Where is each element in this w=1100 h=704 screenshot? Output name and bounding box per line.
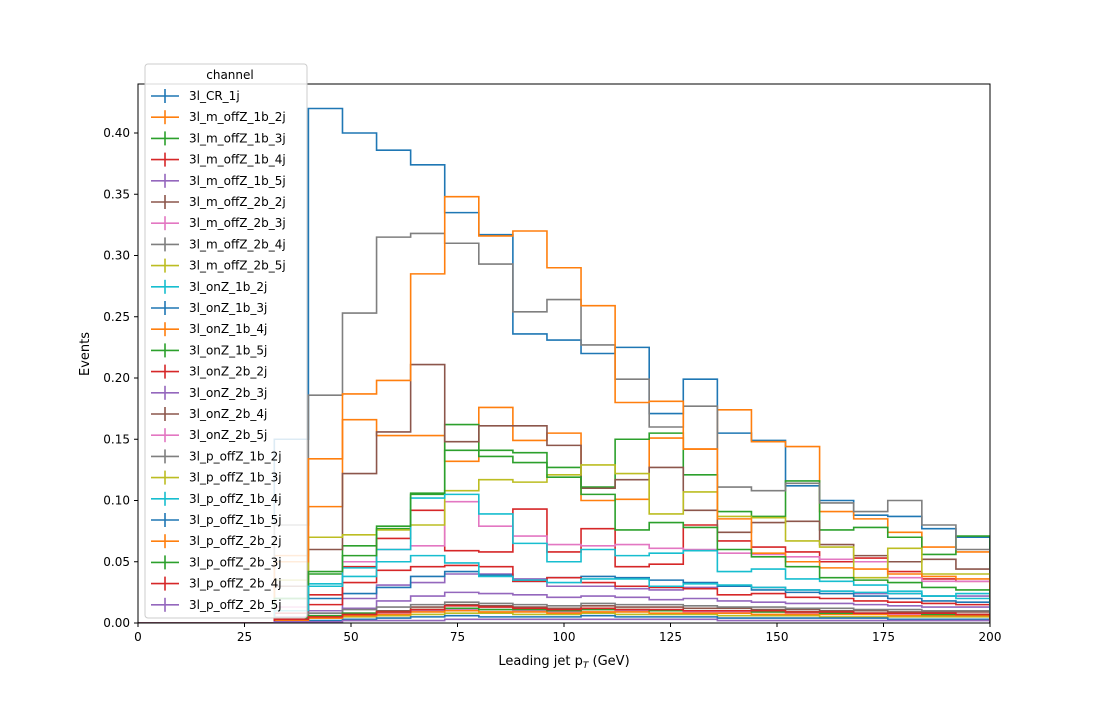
legend-label: 3l_m_offZ_2b_3j	[189, 216, 286, 230]
legend-item: 3l_m_offZ_2b_4j	[151, 237, 286, 252]
legend-label: 3l_m_offZ_1b_5j	[189, 174, 286, 188]
y-axis: 0.00 0.05 0.10 0.15 0.20 0.25 0.30 0.35 0.40	[103, 126, 138, 630]
legend-label: 3l_onZ_1b_3j	[189, 301, 267, 315]
series-3l_p_offZ_2b_5j	[138, 618, 990, 623]
legend-item: 3l_p_offZ_2b_3j	[151, 555, 282, 570]
legend-item: 3l_onZ_1b_2j	[151, 279, 267, 294]
legend-item: 3l_m_offZ_1b_4j	[151, 152, 286, 167]
legend-label: 3l_onZ_2b_2j	[189, 365, 267, 379]
x-tick-label: 25	[237, 630, 252, 644]
series-3l_m_offZ_2b_2j	[138, 363, 990, 623]
legend-item: 3l_p_offZ_2b_4j	[151, 576, 282, 591]
legend-item: 3l_onZ_2b_4j	[151, 407, 267, 421]
x-tick-label: 75	[450, 630, 465, 644]
legend-item: 3l_m_offZ_2b_5j	[151, 258, 286, 273]
legend-item: 3l_m_offZ_1b_2j	[151, 110, 286, 125]
x-axis-label: Leading jet pT (GeV)	[498, 654, 629, 671]
series-3l_m_offZ_2b_5j	[138, 464, 990, 623]
legend-item: 3l_m_offZ_1b_5j	[151, 173, 286, 188]
legend-label: 3l_onZ_1b_2j	[189, 280, 267, 294]
x-tick-label: 200	[979, 630, 1002, 644]
series-3l_onZ_2b_2j	[138, 564, 990, 623]
legend-label: 3l_onZ_1b_4j	[189, 322, 267, 336]
legend-box	[144, 63, 308, 619]
legend-label: 3l_onZ_2b_3j	[189, 386, 267, 400]
legend-item: 3l_m_offZ_1b_3j	[151, 131, 286, 146]
legend-label: 3l_p_offZ_2b_3j	[189, 555, 282, 569]
legend-label: 3l_onZ_1b_5j	[189, 343, 267, 357]
legend-label: 3l_p_offZ_2b_5j	[189, 598, 282, 612]
y-tick-label: 0.10	[103, 494, 130, 508]
legend-item: 3l_p_offZ_2b_2j	[151, 534, 282, 549]
series-3l_m_offZ_2b_4j	[138, 232, 990, 623]
series-3l_p_offZ_2b_4j	[138, 605, 990, 623]
y-tick-label: 0.05	[103, 555, 130, 569]
y-tick-label: 0.30	[103, 249, 130, 263]
series-3l_p_offZ_1b_2j	[138, 601, 990, 623]
legend-item: 3l_onZ_2b_2j	[151, 364, 267, 379]
y-tick-label: 0.20	[103, 371, 130, 385]
legend-label: 3l_m_offZ_2b_5j	[189, 259, 286, 273]
series-3l_CR_1j	[138, 107, 990, 623]
legend-item: 3l_CR_1j	[151, 89, 240, 103]
legend-label: 3l_p_offZ_1b_3j	[189, 471, 282, 485]
series-3l_p_offZ_1b_4j	[138, 554, 990, 623]
legend-item: 3l_p_offZ_1b_3j	[151, 470, 282, 485]
x-tick-label: 50	[343, 630, 358, 644]
legend-item: 3l_p_offZ_1b_5j	[151, 513, 282, 527]
series-3l_onZ_1b_5j	[138, 449, 990, 623]
legend-item: 3l_onZ_2b_5j	[151, 428, 267, 443]
legend-item: 3l_p_offZ_1b_2j	[151, 449, 282, 464]
series-3l_onZ_1b_4j	[138, 195, 990, 623]
y-tick-label: 0.40	[103, 126, 130, 140]
x-tick-label: 100	[553, 630, 576, 644]
legend-label: 3l_onZ_2b_4j	[189, 407, 267, 421]
legend-label: 3l_CR_1j	[189, 89, 240, 103]
legend-label: 3l_onZ_2b_5j	[189, 428, 267, 442]
legend-item: 3l_onZ_2b_3j	[151, 385, 267, 400]
legend-label: 3l_m_offZ_1b_3j	[189, 131, 286, 145]
legend-label: 3l_p_offZ_2b_4j	[189, 577, 282, 591]
series-3l_onZ_1b_3j	[138, 570, 990, 623]
series-3l_m_offZ_1b_3j	[138, 423, 990, 623]
legend-item: 3l_p_offZ_2b_5j	[151, 597, 282, 612]
y-tick-label: 0.00	[103, 616, 130, 630]
legend-label: 3l_p_offZ_1b_2j	[189, 449, 282, 463]
series-layer	[138, 107, 990, 623]
y-tick-label: 0.25	[103, 310, 130, 324]
y-tick-label: 0.15	[103, 432, 130, 446]
legend-label: 3l_p_offZ_1b_5j	[189, 513, 282, 527]
legend-label: 3l_p_offZ_2b_2j	[189, 534, 282, 548]
x-tick-label: 175	[872, 630, 895, 644]
legend-label: 3l_m_offZ_1b_2j	[189, 110, 286, 124]
legend: channel 3l_CR_1j 3l_m_offZ_1b_2j 3l_m_offZ_…	[144, 63, 308, 619]
x-tick-label: 150	[766, 630, 789, 644]
legend-label: 3l_p_offZ_1b_4j	[189, 492, 282, 506]
legend-label: 3l_m_offZ_2b_2j	[189, 195, 286, 209]
legend-item: 3l_m_offZ_2b_2j	[151, 195, 286, 209]
legend-item: 3l_onZ_1b_5j	[151, 343, 267, 358]
x-tick-label: 125	[659, 630, 682, 644]
series-3l_m_offZ_1b_4j	[138, 508, 990, 623]
y-axis-label: Events	[78, 332, 93, 376]
legend-item: 3l_onZ_1b_3j	[151, 301, 267, 315]
legend-item: 3l_m_offZ_2b_3j	[151, 216, 286, 231]
series-3l_onZ_1b_2j	[138, 493, 990, 623]
x-tick-label: 0	[134, 630, 142, 644]
legend-label: 3l_m_offZ_2b_4j	[189, 237, 286, 251]
x-axis: 0 25 50 75 100 125 150 175 200	[134, 623, 1001, 644]
legend-item: 3l_onZ_1b_4j	[151, 322, 267, 337]
legend-item: 3l_p_offZ_1b_4j	[151, 491, 282, 506]
legend-label: 3l_m_offZ_1b_4j	[189, 153, 286, 167]
legend-title: channel	[206, 68, 253, 82]
y-tick-label: 0.35	[103, 187, 130, 201]
